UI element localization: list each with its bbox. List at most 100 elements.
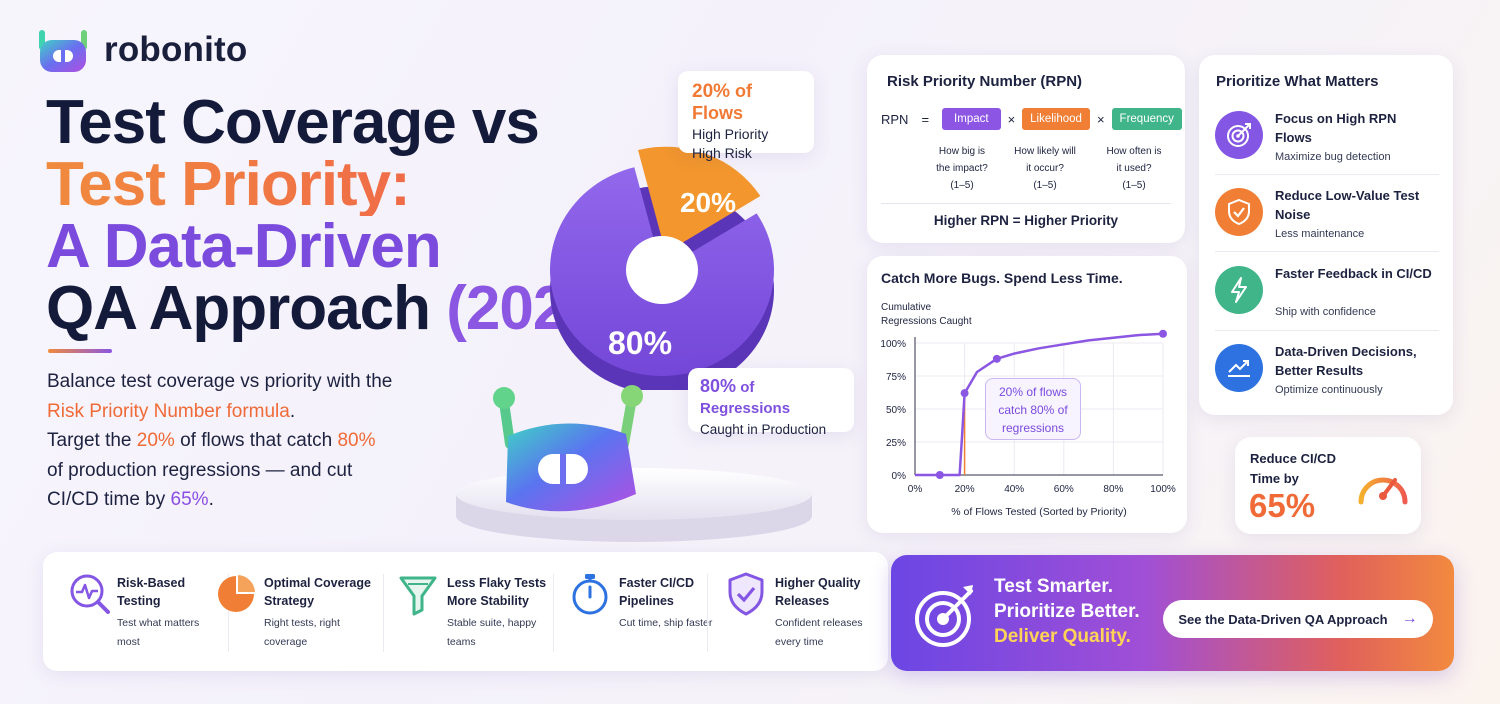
prioritize-card: Prioritize What Matters Focus on High RP…: [1199, 55, 1453, 415]
pie-chart-icon: [218, 575, 255, 612]
benefit-title-1: Optimal Coverage: [264, 576, 371, 590]
data-point: [960, 389, 969, 398]
x-tick-label: 100%: [1150, 484, 1176, 495]
shield-check-icon: [728, 572, 764, 616]
chart-ylabel: Cumulative Regressions Caught: [881, 301, 981, 329]
benefits-strip: Risk-Based Testing Test what matters most…: [43, 552, 888, 671]
title-line-1: Test Coverage vs: [46, 88, 540, 157]
prioritize-item-sub: Maximize bug detection: [1275, 151, 1391, 163]
robot-mascot: [493, 385, 643, 512]
benefit-divider: [707, 574, 708, 652]
y-tick-label: 25%: [886, 438, 906, 449]
intro-text-4a: CI/CD time by: [47, 489, 171, 510]
prioritize-item-decisions: Data-Driven Decisions, Better Results Op…: [1215, 342, 1443, 412]
curve-chart-card: Catch More Bugs. Spend Less Time. Cumula…: [867, 256, 1187, 533]
trend-up-icon: [1215, 344, 1263, 392]
rpn-term-impact: Impact: [942, 108, 1001, 130]
intro-text-1-end: .: [289, 400, 296, 422]
callout-bottom-line1: Caught in Production: [700, 422, 827, 437]
cta-banner: Test Smarter. Prioritize Better. Deliver…: [891, 555, 1454, 671]
arrow-right-icon: →: [1401, 610, 1418, 627]
cta-button[interactable]: See the Data-Driven QA Approach →: [1163, 600, 1433, 638]
cta-button-label: See the Data-Driven QA Approach: [1178, 611, 1388, 627]
benefit-divider: [228, 574, 229, 652]
shield-check-icon: [1215, 188, 1263, 236]
benefit-title-2: Pipelines: [619, 594, 674, 608]
stopwatch-icon: [572, 574, 608, 615]
callout-top-flows: 20% of Flows High Priority High Risk: [678, 71, 814, 161]
callout-bottom-regressions: 80% of Regressions Caught in Production: [688, 368, 854, 437]
rpn-desc-likelihood-q2: it occur?: [1026, 163, 1064, 174]
x-tick-label: 20%: [955, 484, 975, 495]
cta-line-3: Deliver Quality.: [994, 626, 1131, 647]
curve-chart: 0% 25% 50% 75% 100% 0% 20% 40% 60% 80% 100% % of Fl…: [880, 329, 1176, 518]
callout-top-title: 20% of Flows: [692, 81, 800, 125]
benefit-risk-based: Risk-Based Testing Test what matters most: [68, 552, 208, 671]
intro-text-3: of production regressions — and cut: [47, 459, 353, 481]
x-tick-label: 60%: [1054, 484, 1074, 495]
benefit-title-1: Higher Quality: [775, 576, 861, 590]
callout-top-rest: of Flows: [692, 81, 753, 123]
benefit-title-1: Faster CI/CD: [619, 576, 695, 590]
data-point: [992, 354, 1001, 363]
intro-text-1: Balance test coverage vs priority with t…: [47, 371, 393, 392]
x-axis-title: % of Flows Tested (Sorted by Priority): [951, 506, 1126, 518]
rpn-desc-likelihood: How likely will it occur? (1–5): [1010, 143, 1080, 194]
title-line-3: A Data-Driven: [46, 212, 442, 281]
brand-logo[interactable]: robonito: [36, 26, 248, 74]
page-title: Test Coverage vs Test Priority: A Data-D…: [46, 88, 620, 340]
prioritize-item-title: Data-Driven Decisions, Better Results: [1275, 344, 1417, 378]
y-tick-label: 100%: [880, 339, 906, 350]
pie-label-20: 20%: [680, 187, 736, 218]
chart-callout-2: catch 80% of: [998, 403, 1068, 417]
benefit-title-2: More Stability: [447, 594, 529, 608]
pie-slice-20: [637, 146, 761, 253]
rpn-desc-frequency-q2: it used?: [1116, 163, 1152, 174]
rpn-formula: RPN = Impact × Likelihood × Frequency: [881, 108, 1182, 130]
data-point: [1159, 329, 1167, 338]
data-point: [935, 471, 944, 479]
rpn-card: Risk Priority Number (RPN) RPN = Impact …: [867, 55, 1185, 243]
x-tick-label: 40%: [1004, 484, 1024, 495]
intro-paragraph: Balance test coverage vs priority with t…: [47, 367, 427, 515]
benefit-title-2: Releases: [775, 594, 830, 608]
rpn-heading: Risk Priority Number (RPN): [887, 73, 1083, 90]
rpn-desc-impact: How big is the impact? (1–5): [927, 143, 997, 194]
prioritize-item-title: Reduce Low-Value Test Noise: [1275, 188, 1420, 222]
coverage-pie: 20% 80%: [550, 146, 774, 390]
prioritize-item-sub: Less maintenance: [1275, 228, 1365, 240]
rpn-desc-likelihood-range: (1–5): [1033, 180, 1057, 191]
benefit-sub: Confident releases every time: [775, 617, 863, 648]
callout-top-pct: 20%: [692, 81, 731, 102]
benefit-sub: Test what matters most: [117, 617, 200, 648]
rpn-term-likelihood: Likelihood: [1022, 108, 1090, 130]
callout-bottom-rest: of Regressions: [700, 379, 791, 417]
prioritize-divider: [1215, 174, 1439, 175]
brand-name: robonito: [104, 30, 248, 69]
intro-highlight-80: 80%: [337, 430, 376, 451]
intro-text-4-end: .: [208, 489, 214, 510]
prioritize-item-focus: Focus on High RPN Flows Maximize bug det…: [1215, 109, 1443, 179]
rpn-desc-likelihood-q1: How likely will: [1014, 146, 1076, 157]
cta-line-2: Prioritize Better.: [994, 601, 1140, 622]
benefit-faster-cicd: Faster CI/CD Pipelines Cut time, ship fas…: [570, 552, 730, 671]
callout-bottom-title: 80% of Regressions: [700, 376, 842, 418]
benefit-title-2: Strategy: [264, 594, 315, 608]
chart-callout: 20% of flows catch 80% of regressions: [985, 378, 1081, 440]
benefit-sub: Cut time, ship faster: [619, 617, 713, 629]
intro-highlight-rpn: Risk Priority Number formula: [47, 400, 290, 422]
rpn-divider: [881, 203, 1171, 204]
callout-top-line1: High Priority: [692, 126, 769, 142]
intro-highlight-20: 20%: [136, 430, 175, 451]
y-tick-label: 75%: [886, 372, 906, 383]
chart-ylabel-2: Regressions Caught: [881, 316, 972, 327]
prioritize-divider: [1215, 330, 1439, 331]
chart-heading: Catch More Bugs. Spend Less Time.: [881, 270, 1123, 286]
rpn-times-1: ×: [1007, 111, 1016, 127]
rpn-desc-impact-range: (1–5): [950, 180, 974, 191]
reduce-value: 65%: [1249, 487, 1316, 524]
rpn-term-frequency: Frequency: [1111, 108, 1182, 130]
series-line: [915, 332, 1164, 477]
magnifier-pulse-icon: [70, 574, 110, 614]
reduce-time-card: Reduce CI/CD Time by 65%: [1235, 437, 1421, 534]
